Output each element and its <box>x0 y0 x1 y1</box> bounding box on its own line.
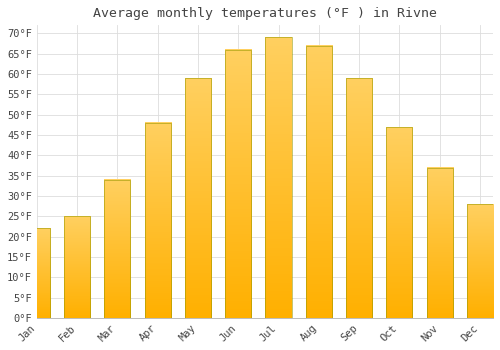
Bar <box>426 168 453 318</box>
Bar <box>306 46 332 318</box>
Bar <box>346 78 372 318</box>
Bar <box>266 37 291 318</box>
Bar <box>24 229 50 318</box>
Bar <box>185 78 211 318</box>
Bar <box>386 127 412 318</box>
Bar <box>104 180 130 318</box>
Bar <box>467 204 493 318</box>
Bar <box>144 123 171 318</box>
Bar <box>306 46 332 318</box>
Bar <box>386 127 412 318</box>
Bar <box>64 216 90 318</box>
Bar <box>104 180 130 318</box>
Bar <box>467 204 493 318</box>
Title: Average monthly temperatures (°F ) in Rivne: Average monthly temperatures (°F ) in Ri… <box>93 7 437 20</box>
Bar <box>185 78 211 318</box>
Bar <box>346 78 372 318</box>
Bar <box>225 50 252 318</box>
Bar <box>266 37 291 318</box>
Bar <box>225 50 252 318</box>
Bar <box>144 123 171 318</box>
Bar <box>24 229 50 318</box>
Bar <box>426 168 453 318</box>
Bar <box>64 216 90 318</box>
